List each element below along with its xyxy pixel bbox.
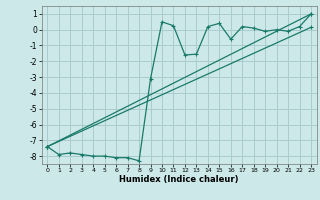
X-axis label: Humidex (Indice chaleur): Humidex (Indice chaleur) (119, 175, 239, 184)
